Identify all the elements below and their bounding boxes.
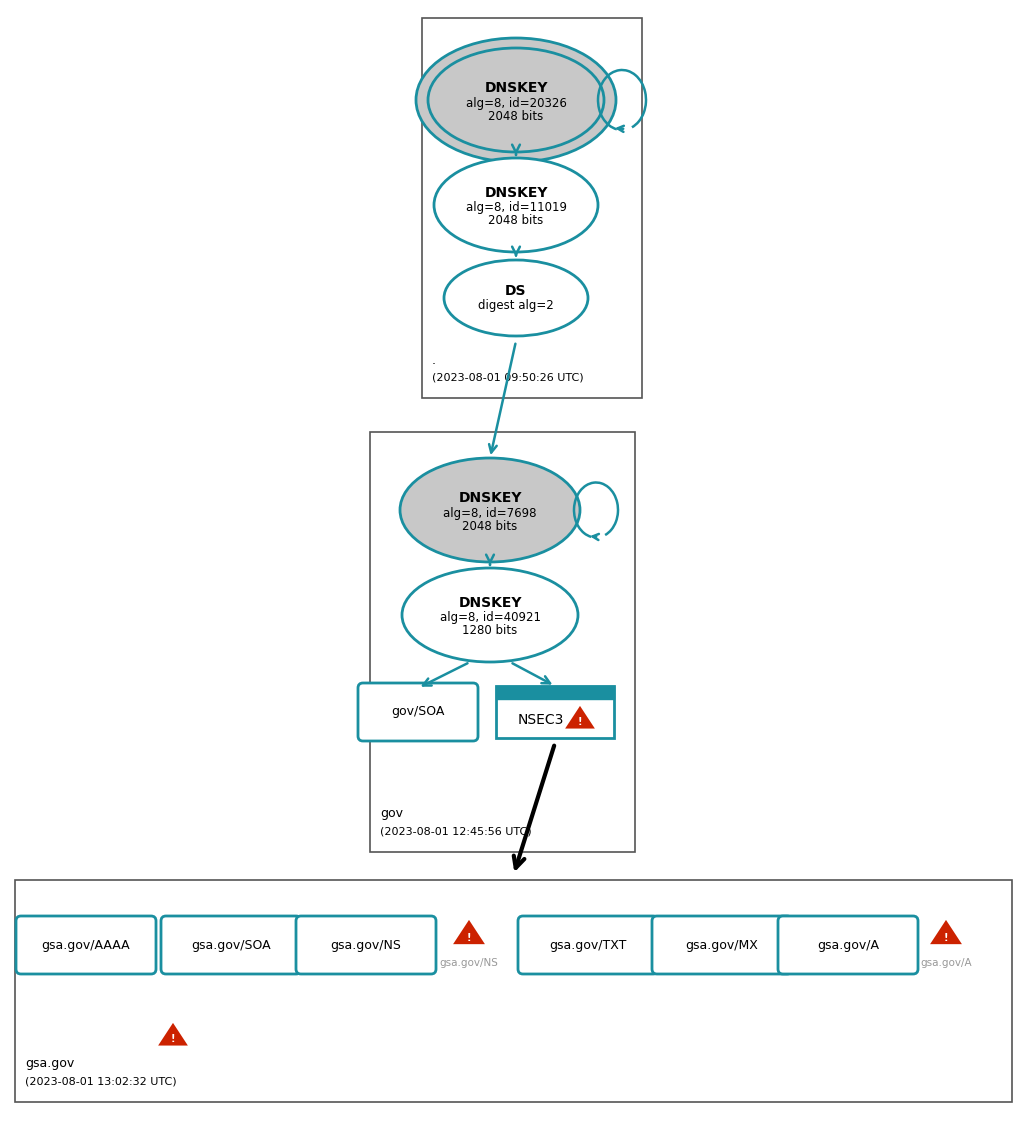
Text: gov/SOA: gov/SOA: [392, 705, 444, 719]
Text: gsa.gov/A: gsa.gov/A: [817, 938, 879, 952]
Text: gsa.gov/TXT: gsa.gov/TXT: [550, 938, 627, 952]
Text: 2048 bits: 2048 bits: [489, 110, 543, 122]
Text: NSEC3: NSEC3: [518, 713, 564, 728]
FancyBboxPatch shape: [296, 916, 436, 974]
Text: gov: gov: [380, 807, 403, 821]
Polygon shape: [928, 918, 964, 945]
FancyBboxPatch shape: [370, 432, 635, 852]
Text: (2023-08-01 09:50:26 UTC): (2023-08-01 09:50:26 UTC): [432, 373, 584, 383]
Text: DNSKEY: DNSKEY: [485, 186, 547, 200]
FancyBboxPatch shape: [161, 916, 301, 974]
Ellipse shape: [444, 260, 588, 336]
Polygon shape: [157, 1021, 190, 1047]
Bar: [496, 686, 614, 738]
Text: DNSKEY: DNSKEY: [485, 81, 547, 95]
Text: (2023-08-01 13:02:32 UTC): (2023-08-01 13:02:32 UTC): [25, 1077, 176, 1087]
Text: gsa.gov/MX: gsa.gov/MX: [686, 938, 759, 952]
Text: digest alg=2: digest alg=2: [478, 299, 554, 313]
Ellipse shape: [428, 48, 604, 152]
Ellipse shape: [434, 158, 598, 252]
Text: gsa.gov/SOA: gsa.gov/SOA: [191, 938, 271, 952]
Text: alg=8, id=20326: alg=8, id=20326: [466, 96, 566, 110]
Text: gsa.gov/AAAA: gsa.gov/AAAA: [41, 938, 130, 952]
FancyBboxPatch shape: [358, 683, 478, 741]
Text: .: .: [432, 353, 436, 367]
Ellipse shape: [415, 38, 616, 163]
Text: 2048 bits: 2048 bits: [489, 214, 543, 228]
Ellipse shape: [400, 458, 580, 562]
FancyBboxPatch shape: [778, 916, 918, 974]
Polygon shape: [452, 918, 487, 945]
Text: DNSKEY: DNSKEY: [458, 596, 522, 610]
Text: DNSKEY: DNSKEY: [458, 491, 522, 504]
FancyBboxPatch shape: [15, 880, 1012, 1102]
Text: 2048 bits: 2048 bits: [462, 519, 518, 532]
Text: !: !: [171, 1035, 175, 1045]
Text: DS: DS: [505, 284, 527, 298]
Text: !: !: [943, 933, 949, 943]
FancyBboxPatch shape: [422, 18, 642, 398]
FancyBboxPatch shape: [518, 916, 658, 974]
Text: !: !: [467, 933, 471, 943]
Bar: [496, 686, 614, 700]
Text: gsa.gov/NS: gsa.gov/NS: [331, 938, 401, 952]
Text: 1280 bits: 1280 bits: [462, 624, 518, 638]
FancyBboxPatch shape: [16, 916, 156, 974]
Text: gsa.gov: gsa.gov: [25, 1057, 74, 1071]
Text: (2023-08-01 12:45:56 UTC): (2023-08-01 12:45:56 UTC): [380, 827, 532, 837]
FancyBboxPatch shape: [652, 916, 792, 974]
Text: gsa.gov/A: gsa.gov/A: [921, 958, 972, 969]
Text: alg=8, id=40921: alg=8, id=40921: [439, 611, 540, 624]
Text: gsa.gov/NS: gsa.gov/NS: [439, 958, 498, 969]
Polygon shape: [563, 704, 597, 730]
Text: !: !: [577, 717, 583, 728]
Text: alg=8, id=7698: alg=8, id=7698: [443, 507, 537, 519]
Ellipse shape: [402, 568, 578, 663]
Text: alg=8, id=11019: alg=8, id=11019: [466, 202, 566, 214]
